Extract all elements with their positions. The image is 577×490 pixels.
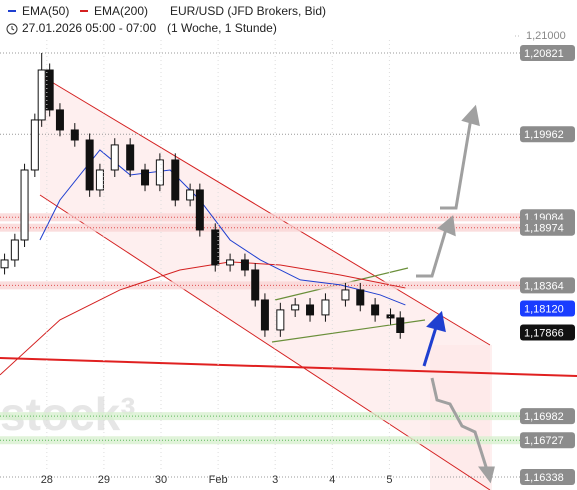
candle-body [0,259,9,269]
candle-body [291,304,300,311]
level-label-box [520,432,575,449]
candle-body [70,129,79,141]
level-label: 1,18120 [524,303,564,315]
arrow-up-1 [416,225,449,278]
legend-label: EMA(200) [94,4,148,18]
level-label: 1,18974 [524,223,564,235]
candle-body [95,169,104,191]
candle-body [55,109,64,131]
level-label: 1,20821 [524,48,564,60]
level-label-box [520,126,575,143]
candle-body [260,299,269,331]
level-label: 1,17866 [524,327,564,339]
candle-body [110,144,119,171]
candle-body [186,189,195,201]
candle-body [85,139,94,191]
level-label-box [520,469,575,486]
level-label-box [520,277,575,294]
x-tick-label: 29 [98,474,110,486]
support-line [0,357,577,377]
level-label: 1,16982 [524,411,564,423]
candle-body [386,314,395,319]
level-band [0,223,520,232]
candle-body [341,289,350,301]
candle-body [321,299,330,316]
ema-line [0,261,406,376]
candle-body [126,144,135,171]
candle-body [30,119,39,171]
candle-body [155,159,164,186]
level-band [0,436,520,445]
level-label: 1,19962 [524,129,564,141]
arrows [416,104,495,484]
period: (1 Woche, 1 Stunde) [167,21,277,35]
candle-body [171,159,180,201]
candle-body [45,69,54,111]
candle-body [356,289,365,306]
level-band [0,281,520,290]
x-tick-label: 30 [155,474,167,486]
level-label-box [520,408,575,425]
subtitle: 27.01.2026 05:00 - 07:00 [22,21,156,35]
level-label: 1,18364 [524,280,564,292]
clock-icon [6,23,18,35]
candle-body [211,229,220,266]
header-bg [0,0,500,38]
x-tick-label: 28 [41,474,53,486]
candle-body [141,169,150,186]
arrowhead [426,310,446,333]
candle-body [226,259,235,266]
legend-label: EMA(50) [22,4,69,18]
x-tick-label: Feb [209,474,228,486]
candle-body [371,304,380,316]
candle-body [251,269,260,301]
arrowhead [461,104,480,127]
candle-body [195,189,204,231]
level-band [0,412,520,421]
candle-body [396,317,405,334]
candle-body [20,169,29,241]
arrow-down [430,377,489,471]
candle-body [276,309,285,331]
level-label-box [520,44,575,61]
candle-body [240,259,249,271]
chart-title: EUR/USD (JFD Brokers, Bid) [170,4,326,18]
x-tick-label: 3 [272,474,278,486]
candle-body [10,239,19,261]
candle-body [37,69,46,121]
header: EMA(50) EMA(200) EUR/USD (JFD Brokers, B… [0,0,500,38]
level-label-box [520,300,575,317]
candle-body [306,304,315,316]
arrowhead [437,215,456,237]
level-label: 1,16727 [524,435,564,447]
x-tick-label: 4 [329,474,335,486]
x-tick-label: 5 [386,474,392,486]
arrow-blue [422,323,439,367]
channel-upper [39,74,491,346]
clock-hand [11,26,15,31]
y-tick-label: 1,21000 [526,30,566,42]
level-label-box [520,219,575,236]
level-label: 1,16338 [524,472,564,484]
arrowhead [478,466,495,484]
arrow-up-2 [440,117,473,210]
level-label-box [520,324,575,341]
level-band [0,213,520,222]
